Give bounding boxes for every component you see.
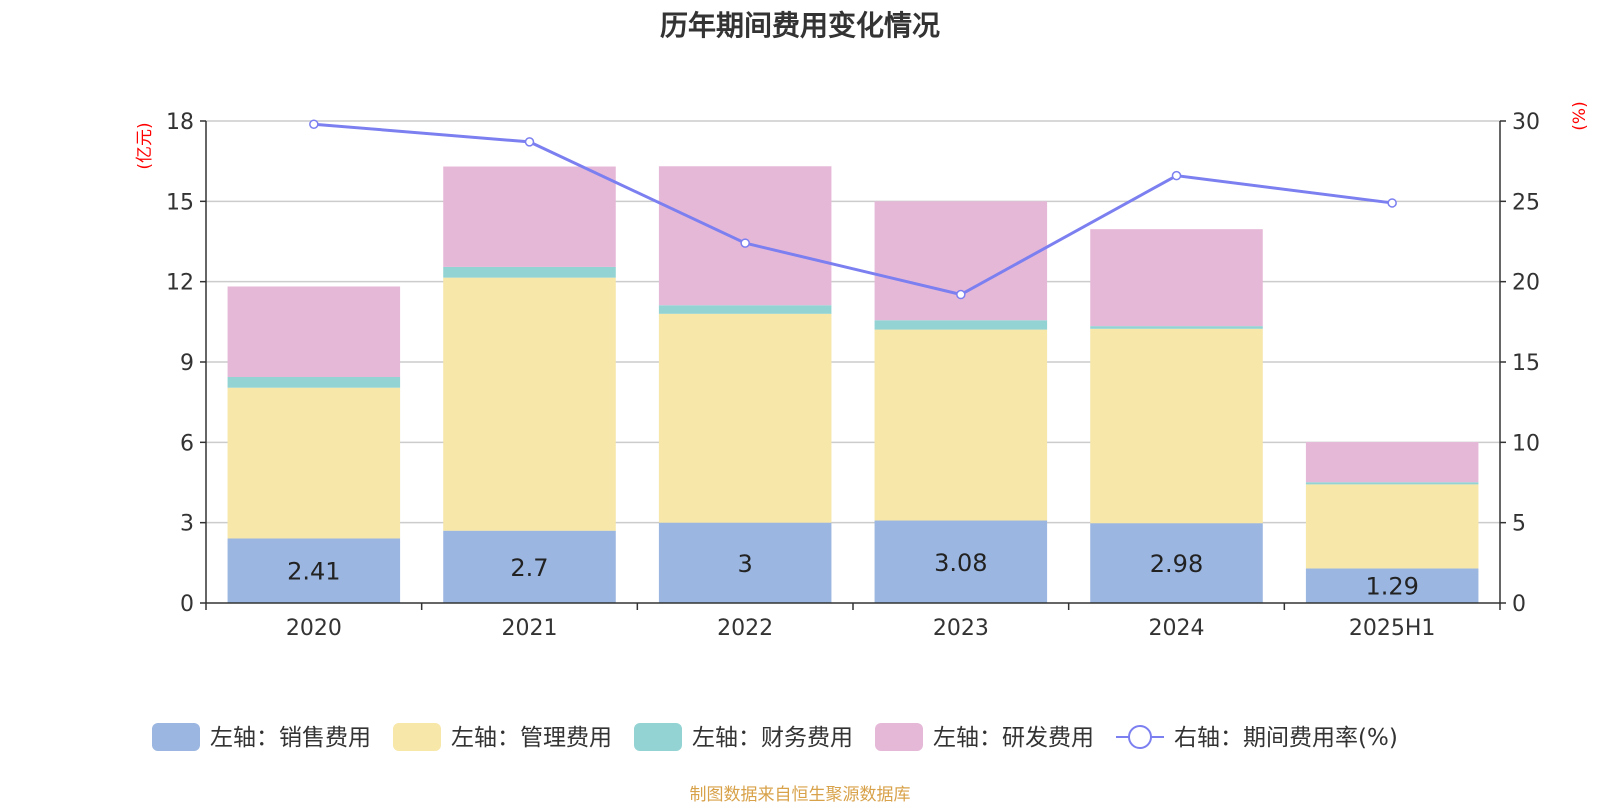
legend-label: 左轴：研发费用 [933,725,1094,751]
legend-swatch [875,723,923,751]
rate-point [956,289,966,300]
y-right-tick-label: 15 [1512,351,1540,376]
bar-data-label: 2.7 [510,554,548,582]
y-right-tick-label: 20 [1512,271,1540,296]
x-tick-label: 2020 [286,616,342,641]
bar-segment [227,376,401,388]
x-tick-label: 2021 [502,616,558,641]
y-left-axis-label: (亿元) [135,122,155,169]
y-left-tick-label: 15 [166,190,194,215]
legend-swatch [152,723,200,751]
source-note: 制图数据来自恒生聚源数据库 [689,785,911,805]
rate-point [524,137,535,147]
bar-segment [443,530,616,603]
y-right-tick-label: 30 [1512,110,1540,135]
y-left-tick-label: 0 [180,592,194,617]
bar-segment [1305,484,1479,569]
bar-segment [1305,568,1479,603]
bar-segment [1090,326,1263,329]
legend-label: 左轴：销售费用 [210,725,371,751]
bar-segment [874,320,1048,330]
rate-point [740,238,750,248]
x-tick-label: 2022 [717,616,773,641]
y-right-tick-label: 10 [1512,431,1540,456]
legend-label: 右轴：期间费用率(%) [1174,725,1398,751]
legend-marker [1128,725,1152,749]
bar-data-label: 1.29 [1365,573,1418,601]
bar-data-label: 3 [738,550,753,578]
bar-segment [443,277,616,531]
rate-point [1171,170,1182,181]
bar-data-label: 2.41 [287,558,340,586]
bar-segment [658,522,832,603]
bar-segment [443,266,616,278]
y-left-tick-label: 18 [166,110,194,135]
bar-segment [874,329,1048,521]
bar-segment [1305,482,1479,485]
bar-segment [658,305,832,314]
bar-data-label: 2.98 [1150,550,1203,578]
x-tick-label: 2024 [1149,616,1205,641]
bar-data-label: 3.08 [934,549,987,577]
bar-segment [227,387,401,539]
bar-segment [1305,442,1479,483]
y-right-tick-label: 0 [1512,592,1526,617]
rate-line [313,122,1393,297]
y-left-tick-label: 6 [180,431,194,456]
bar-segment [658,313,832,523]
bar-segment [1090,229,1263,327]
rate-point [1387,198,1397,208]
legend-swatch [634,723,682,751]
bar-segment [227,286,401,377]
y-right-tick-label: 5 [1512,512,1526,537]
bar-segment [1090,328,1263,524]
bar-segment [658,166,832,306]
rate-point [309,119,319,129]
legend-label: 左轴：财务费用 [692,725,853,751]
bar-segment [443,166,616,267]
y-left-tick-label: 3 [180,512,194,537]
x-tick-label: 2025H1 [1349,616,1436,641]
legend-swatch [393,723,441,751]
y-right-axis-label: (%) [1570,101,1590,130]
y-left-tick-label: 9 [180,351,194,376]
bar-segment [227,538,401,603]
bar-segment [874,520,1048,603]
chart-title: 历年期间费用变化情况 [659,9,940,42]
x-tick-label: 2023 [933,616,989,641]
legend-label: 左轴：管理费用 [451,725,612,751]
y-right-tick-label: 25 [1512,190,1540,215]
bar-segment [1090,523,1263,603]
y-left-tick-label: 12 [166,271,194,296]
bar-segment [874,201,1048,321]
